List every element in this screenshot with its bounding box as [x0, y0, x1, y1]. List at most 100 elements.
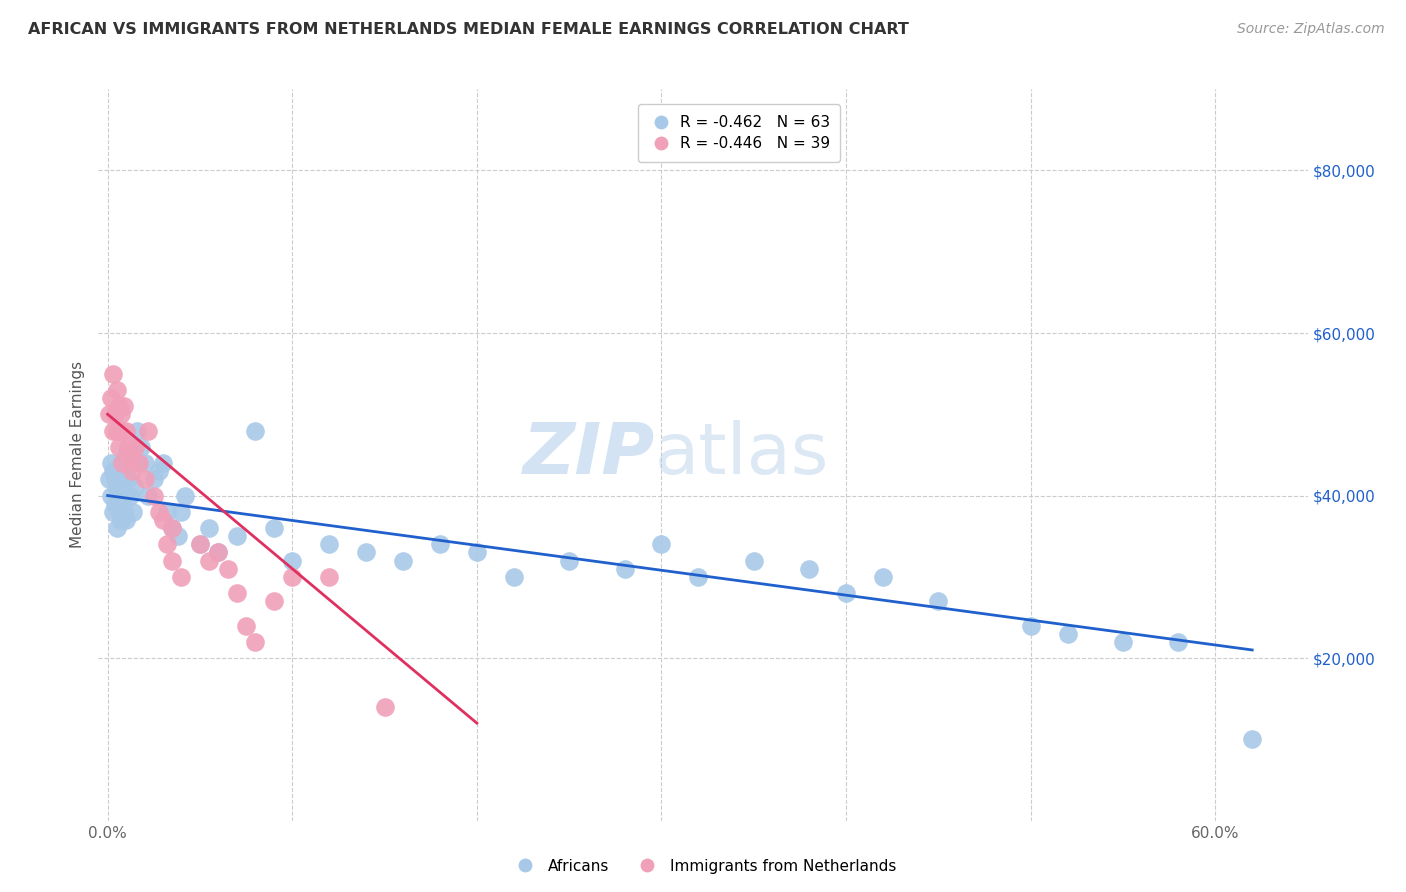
Point — [354, 545, 377, 559]
Point — [225, 586, 247, 600]
Point — [115, 513, 138, 527]
Point — [110, 513, 132, 527]
Point — [104, 407, 127, 421]
Point — [188, 537, 211, 551]
Point — [465, 545, 488, 559]
Point — [110, 456, 132, 470]
Point — [281, 553, 304, 567]
Text: atlas: atlas — [655, 420, 830, 490]
Point — [111, 480, 134, 494]
Point — [110, 407, 132, 421]
Point — [107, 505, 129, 519]
Point — [100, 391, 122, 405]
Point — [124, 480, 146, 494]
Legend: Africans, Immigrants from Netherlands: Africans, Immigrants from Netherlands — [503, 853, 903, 880]
Point — [170, 570, 193, 584]
Point — [112, 464, 135, 478]
Point — [117, 440, 139, 454]
Text: Source: ZipAtlas.com: Source: ZipAtlas.com — [1237, 22, 1385, 37]
Point — [121, 456, 143, 470]
Y-axis label: Median Female Earnings: Median Female Earnings — [70, 361, 86, 549]
Point — [98, 472, 121, 486]
Point — [374, 699, 396, 714]
Point — [105, 424, 128, 438]
Point — [105, 521, 128, 535]
Point — [245, 635, 267, 649]
Point — [148, 505, 170, 519]
Point — [118, 448, 141, 462]
Point — [142, 472, 165, 486]
Point — [134, 472, 156, 486]
Point — [162, 521, 184, 535]
Point — [127, 424, 149, 438]
Point — [392, 553, 415, 567]
Point — [156, 505, 179, 519]
Point — [136, 424, 159, 438]
Point — [263, 594, 285, 608]
Text: AFRICAN VS IMMIGRANTS FROM NETHERLANDS MEDIAN FEMALE EARNINGS CORRELATION CHART: AFRICAN VS IMMIGRANTS FROM NETHERLANDS M… — [28, 22, 910, 37]
Point — [318, 570, 340, 584]
Point — [105, 383, 128, 397]
Point — [107, 399, 129, 413]
Point — [927, 594, 949, 608]
Point — [103, 464, 125, 478]
Point — [100, 489, 122, 503]
Point — [121, 464, 143, 478]
Point — [217, 562, 239, 576]
Point — [156, 537, 179, 551]
Point — [142, 489, 165, 503]
Point — [122, 505, 145, 519]
Legend: R = -0.462   N = 63, R = -0.446   N = 39: R = -0.462 N = 63, R = -0.446 N = 39 — [638, 104, 841, 161]
Point — [148, 464, 170, 478]
Point — [170, 505, 193, 519]
Point — [835, 586, 858, 600]
Point — [103, 367, 125, 381]
Point — [650, 537, 672, 551]
Point — [318, 537, 340, 551]
Point — [136, 489, 159, 503]
Point — [124, 440, 146, 454]
Point — [281, 570, 304, 584]
Point — [104, 472, 127, 486]
Point — [872, 570, 894, 584]
Point — [107, 440, 129, 454]
Point — [103, 505, 125, 519]
Point — [105, 480, 128, 494]
Point — [174, 489, 197, 503]
Point — [134, 456, 156, 470]
Point — [103, 424, 125, 438]
Point — [207, 545, 229, 559]
Point — [207, 545, 229, 559]
Text: ZIP: ZIP — [523, 420, 655, 490]
Point — [235, 618, 257, 632]
Point — [111, 424, 134, 438]
Point — [245, 424, 267, 438]
Point — [198, 553, 221, 567]
Point — [107, 489, 129, 503]
Point — [1056, 626, 1078, 640]
Point — [162, 553, 184, 567]
Point — [1241, 732, 1264, 747]
Point — [1019, 618, 1042, 632]
Point — [263, 521, 285, 535]
Point — [166, 529, 188, 543]
Point — [111, 497, 134, 511]
Point — [558, 553, 581, 567]
Point — [152, 513, 174, 527]
Point — [100, 456, 122, 470]
Point — [117, 472, 139, 486]
Point — [797, 562, 820, 576]
Point — [104, 497, 127, 511]
Point — [115, 424, 138, 438]
Point — [1167, 635, 1189, 649]
Point — [225, 529, 247, 543]
Point — [742, 553, 765, 567]
Point — [111, 456, 134, 470]
Point — [118, 489, 141, 503]
Point — [112, 505, 135, 519]
Point — [98, 407, 121, 421]
Point — [152, 456, 174, 470]
Point — [1112, 635, 1135, 649]
Point — [613, 562, 636, 576]
Point — [162, 521, 184, 535]
